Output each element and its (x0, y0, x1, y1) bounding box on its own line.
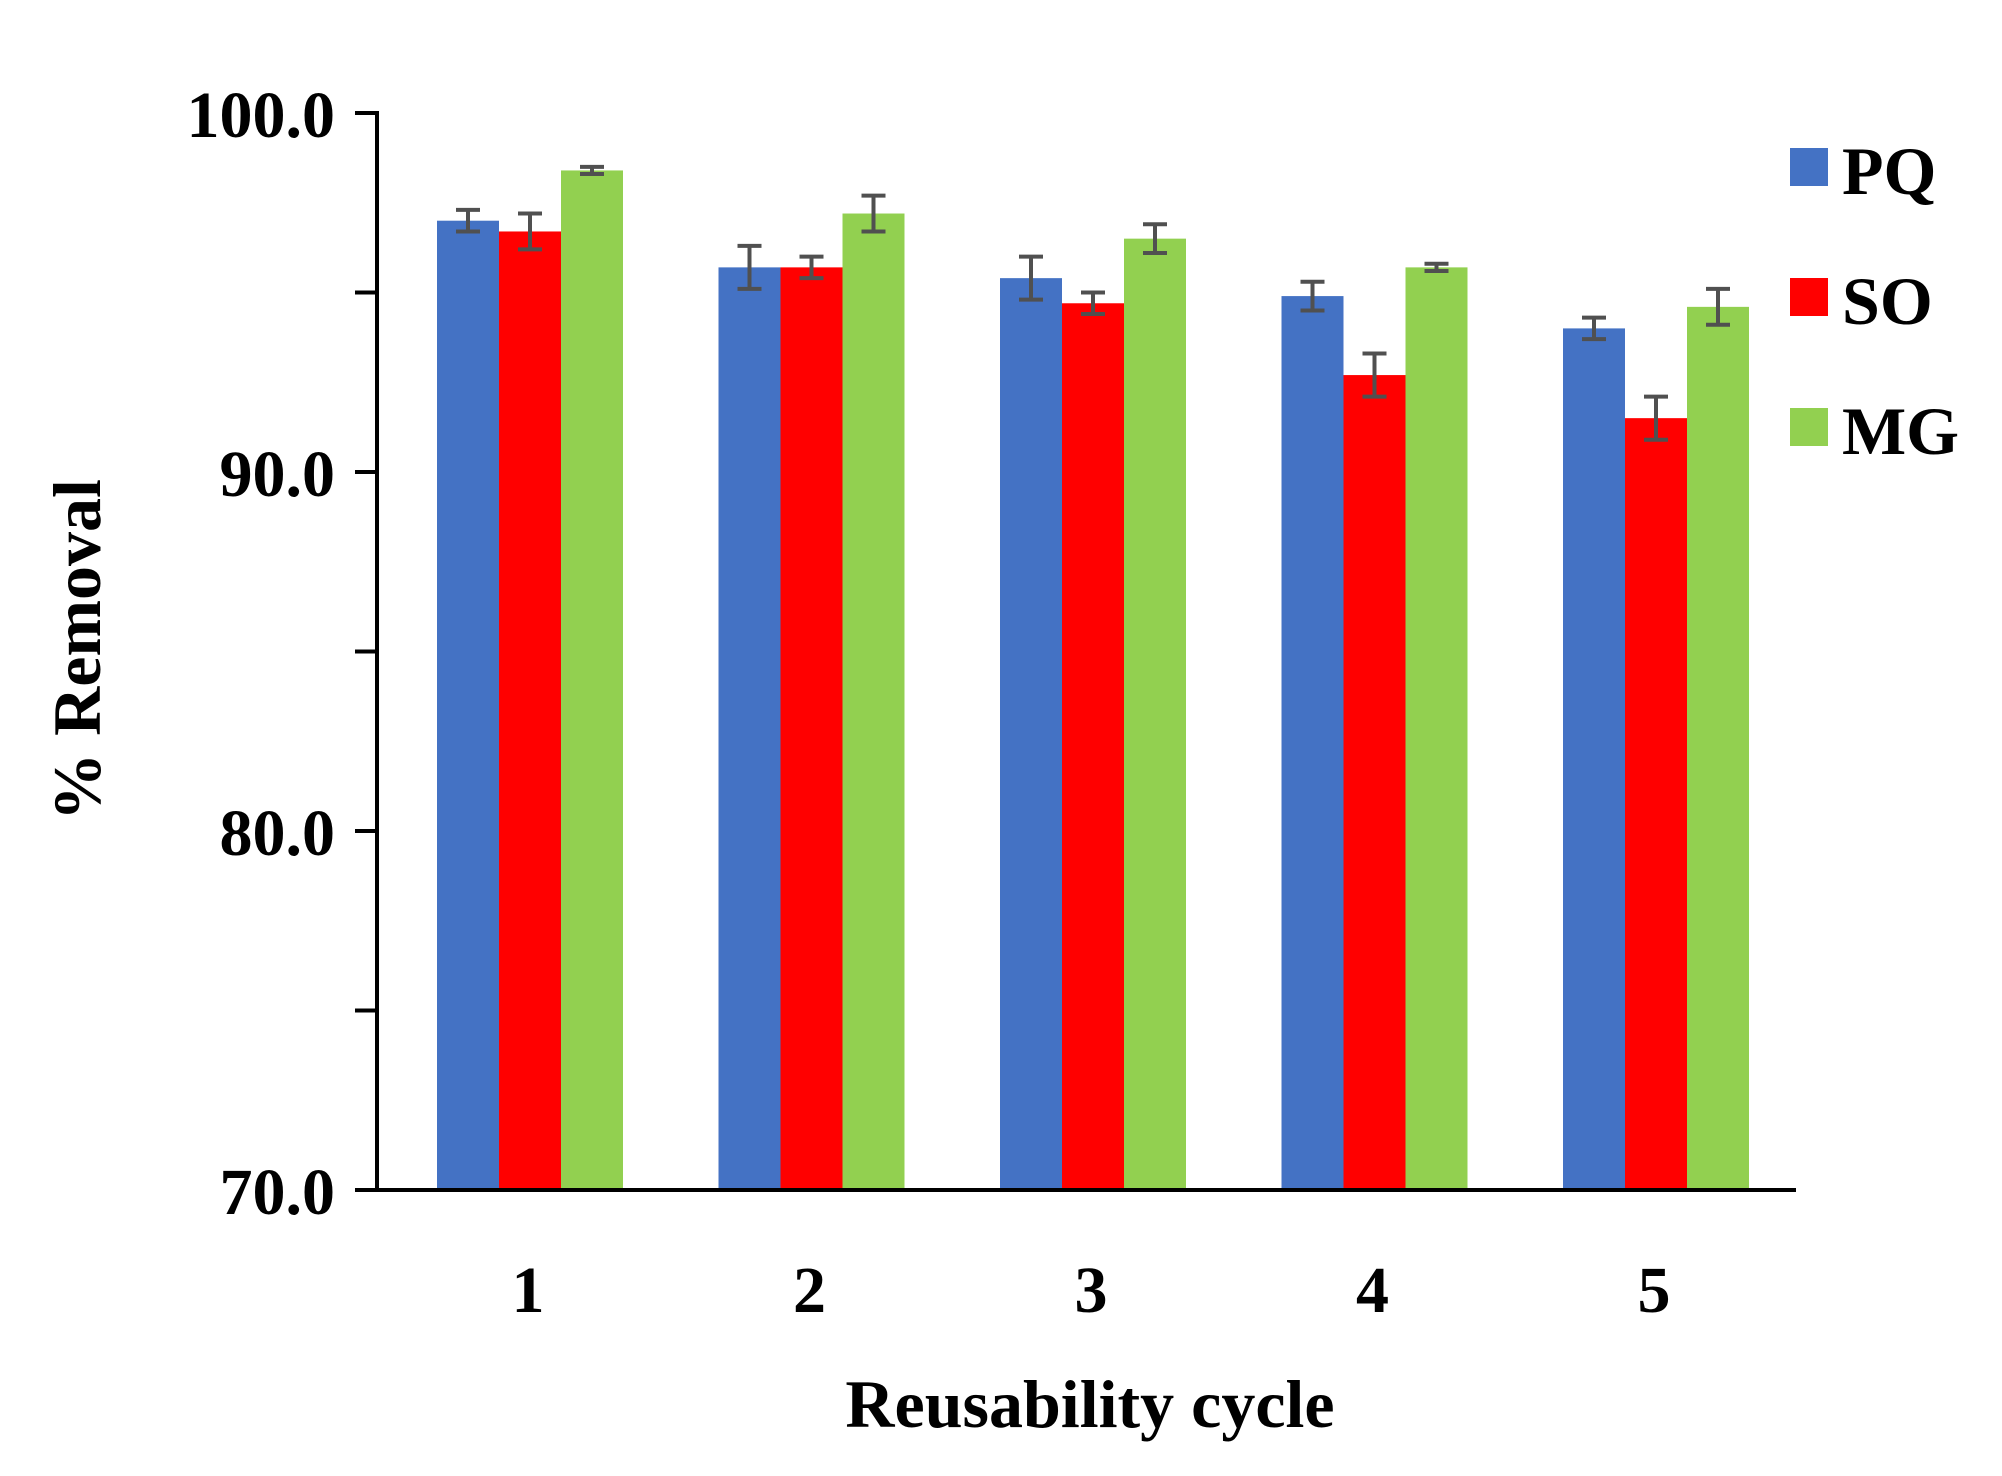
legend-label-mg: MG (1842, 393, 1959, 469)
bar-mg-cycle-1 (561, 170, 623, 1190)
error-bar-so-cycle-2 (799, 254, 824, 281)
bar-mg-cycle-5 (1687, 306, 1749, 1190)
error-bar-pq-cycle-3 (1019, 254, 1043, 302)
legend: PQ SO MG (1790, 133, 1959, 469)
bar-pq-cycle-4 (1281, 296, 1344, 1191)
labels-layer: 1 2 3 4 5 70.0 80.0 90.0 100.0 Reusability cycle%… (39, 79, 1671, 1442)
x-axis-title: Reusability cycle (845, 1366, 1334, 1442)
error-bar-mg-cycle-5 (1706, 286, 1730, 327)
bar-pq-cycle-2 (718, 267, 781, 1190)
bar-so-cycle-2 (780, 267, 843, 1190)
error-bar-mg-cycle-1 (580, 164, 604, 177)
bar-mg-cycle-3 (1124, 238, 1186, 1190)
axes-layer (355, 111, 1796, 1192)
legend-swatch-pq (1790, 148, 1828, 186)
x-tick-label-1: 1 (512, 1254, 545, 1327)
legend-swatch-mg (1790, 408, 1828, 446)
bar-pq-cycle-1 (437, 220, 499, 1190)
bar-so-cycle-4 (1343, 375, 1406, 1190)
error-bar-so-cycle-5 (1644, 394, 1668, 442)
error-bar-pq-cycle-5 (1582, 315, 1606, 342)
legend-label-so: SO (1842, 263, 1933, 339)
error-bars-layer (456, 164, 1730, 442)
error-bar-mg-cycle-3 (1143, 222, 1167, 256)
bar-mg-cycle-2 (842, 213, 905, 1190)
x-tick-label-2: 2 (793, 1254, 826, 1327)
error-bar-mg-cycle-4 (1424, 261, 1449, 273)
y-tick-label-90: 90.0 (220, 438, 336, 511)
y-tick-label-100: 100.0 (187, 79, 336, 152)
error-bar-so-cycle-4 (1362, 351, 1387, 399)
error-bar-so-cycle-1 (518, 211, 542, 252)
bar-mg-cycle-4 (1405, 267, 1468, 1190)
x-tick-label-3: 3 (1075, 1254, 1108, 1327)
y-axis-title: % Removal (39, 479, 115, 821)
bar-pq-cycle-3 (1000, 278, 1062, 1190)
error-bar-pq-cycle-4 (1300, 279, 1325, 313)
y-tick-label-80: 80.0 (220, 797, 336, 870)
error-bar-pq-cycle-1 (456, 207, 480, 234)
legend-label-pq: PQ (1842, 133, 1936, 209)
bar-so-cycle-5 (1625, 418, 1687, 1190)
bars-layer (437, 170, 1749, 1191)
legend-swatch-so (1790, 278, 1828, 316)
x-tick-label-4: 4 (1356, 1254, 1389, 1327)
y-tick-label-70: 70.0 (220, 1156, 336, 1229)
error-bar-pq-cycle-2 (737, 243, 762, 291)
bar-so-cycle-3 (1062, 303, 1124, 1190)
x-tick-label-5: 5 (1638, 1254, 1671, 1327)
bar-pq-cycle-5 (1563, 328, 1625, 1190)
error-bar-mg-cycle-2 (861, 193, 886, 234)
bar-so-cycle-1 (499, 231, 561, 1191)
error-bar-so-cycle-3 (1081, 290, 1105, 317)
